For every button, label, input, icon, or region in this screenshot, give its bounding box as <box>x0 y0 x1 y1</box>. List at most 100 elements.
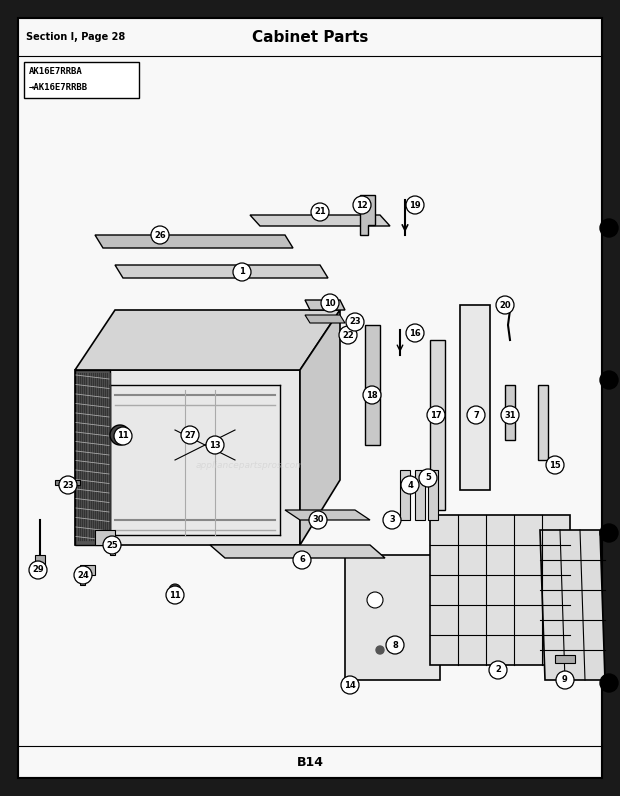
Polygon shape <box>305 315 345 323</box>
Circle shape <box>386 636 404 654</box>
Circle shape <box>233 263 251 281</box>
Polygon shape <box>345 555 440 680</box>
Circle shape <box>114 427 132 445</box>
Text: 27: 27 <box>184 431 196 439</box>
Polygon shape <box>250 215 390 226</box>
Polygon shape <box>460 305 490 490</box>
Circle shape <box>293 551 311 569</box>
Text: 16: 16 <box>409 329 421 338</box>
Circle shape <box>427 406 445 424</box>
Circle shape <box>321 294 339 312</box>
Text: 11: 11 <box>169 591 181 599</box>
Text: 6: 6 <box>299 556 305 564</box>
Text: 23: 23 <box>62 481 74 490</box>
Polygon shape <box>428 470 438 520</box>
Text: 2: 2 <box>495 665 501 674</box>
Text: 10: 10 <box>324 298 336 307</box>
Circle shape <box>59 476 77 494</box>
Text: 4: 4 <box>407 481 413 490</box>
Text: 22: 22 <box>342 330 354 340</box>
Polygon shape <box>210 545 385 558</box>
Circle shape <box>363 386 381 404</box>
Circle shape <box>501 406 519 424</box>
Circle shape <box>600 524 618 542</box>
Text: B14: B14 <box>296 755 324 768</box>
Polygon shape <box>115 265 328 278</box>
Circle shape <box>600 674 618 692</box>
Polygon shape <box>400 470 410 520</box>
Text: 17: 17 <box>430 411 442 419</box>
Text: 25: 25 <box>106 540 118 549</box>
Text: 15: 15 <box>549 461 561 470</box>
Circle shape <box>36 566 44 574</box>
Circle shape <box>353 196 371 214</box>
Circle shape <box>341 676 359 694</box>
Polygon shape <box>430 340 445 510</box>
Polygon shape <box>305 300 345 310</box>
Text: →AK16E7RRBB: →AK16E7RRBB <box>29 83 88 92</box>
Text: 20: 20 <box>499 301 511 310</box>
Circle shape <box>169 584 181 596</box>
Polygon shape <box>360 195 375 235</box>
Bar <box>24 62 139 98</box>
Circle shape <box>339 326 357 344</box>
Circle shape <box>383 511 401 529</box>
Circle shape <box>151 226 169 244</box>
Circle shape <box>66 478 74 486</box>
Text: 3: 3 <box>389 516 395 525</box>
Text: 18: 18 <box>366 391 378 400</box>
Circle shape <box>74 566 92 584</box>
Text: 29: 29 <box>32 565 44 575</box>
Polygon shape <box>538 385 548 460</box>
Circle shape <box>110 425 130 445</box>
Polygon shape <box>75 310 340 370</box>
Polygon shape <box>415 470 425 520</box>
Text: 26: 26 <box>154 231 166 240</box>
Polygon shape <box>80 565 95 585</box>
Text: 13: 13 <box>209 440 221 450</box>
Polygon shape <box>430 515 570 665</box>
Text: 19: 19 <box>409 201 421 209</box>
Polygon shape <box>505 385 515 440</box>
Text: 1: 1 <box>239 267 245 276</box>
Text: 12: 12 <box>356 201 368 209</box>
Text: 23: 23 <box>349 318 361 326</box>
Text: 11: 11 <box>117 431 129 440</box>
Circle shape <box>406 196 424 214</box>
Text: AK16E7RRBA: AK16E7RRBA <box>29 68 82 76</box>
Circle shape <box>309 511 327 529</box>
Bar <box>35 555 45 565</box>
Text: 31: 31 <box>504 411 516 419</box>
Circle shape <box>166 586 184 604</box>
Polygon shape <box>285 510 370 520</box>
Circle shape <box>489 661 507 679</box>
Text: Cabinet Parts: Cabinet Parts <box>252 29 368 45</box>
Circle shape <box>206 436 224 454</box>
Circle shape <box>496 296 514 314</box>
Polygon shape <box>95 530 115 555</box>
Circle shape <box>600 371 618 389</box>
Bar <box>555 655 575 663</box>
Polygon shape <box>300 310 340 545</box>
Polygon shape <box>95 235 293 248</box>
Circle shape <box>376 646 384 654</box>
Polygon shape <box>540 530 605 680</box>
Polygon shape <box>75 370 110 545</box>
Text: 5: 5 <box>425 474 431 482</box>
Text: 21: 21 <box>314 208 326 217</box>
Circle shape <box>546 456 564 474</box>
Circle shape <box>419 469 437 487</box>
Text: appliancepartspros.com: appliancepartspros.com <box>195 461 304 470</box>
Text: 9: 9 <box>562 676 568 685</box>
Circle shape <box>103 536 121 554</box>
Circle shape <box>406 324 424 342</box>
Circle shape <box>29 561 47 579</box>
Text: 24: 24 <box>77 571 89 579</box>
Circle shape <box>311 203 329 221</box>
Text: Section I, Page 28: Section I, Page 28 <box>26 32 125 42</box>
Circle shape <box>346 313 364 331</box>
Text: 7: 7 <box>473 411 479 419</box>
Circle shape <box>600 219 618 237</box>
Polygon shape <box>75 370 300 545</box>
Circle shape <box>401 476 419 494</box>
